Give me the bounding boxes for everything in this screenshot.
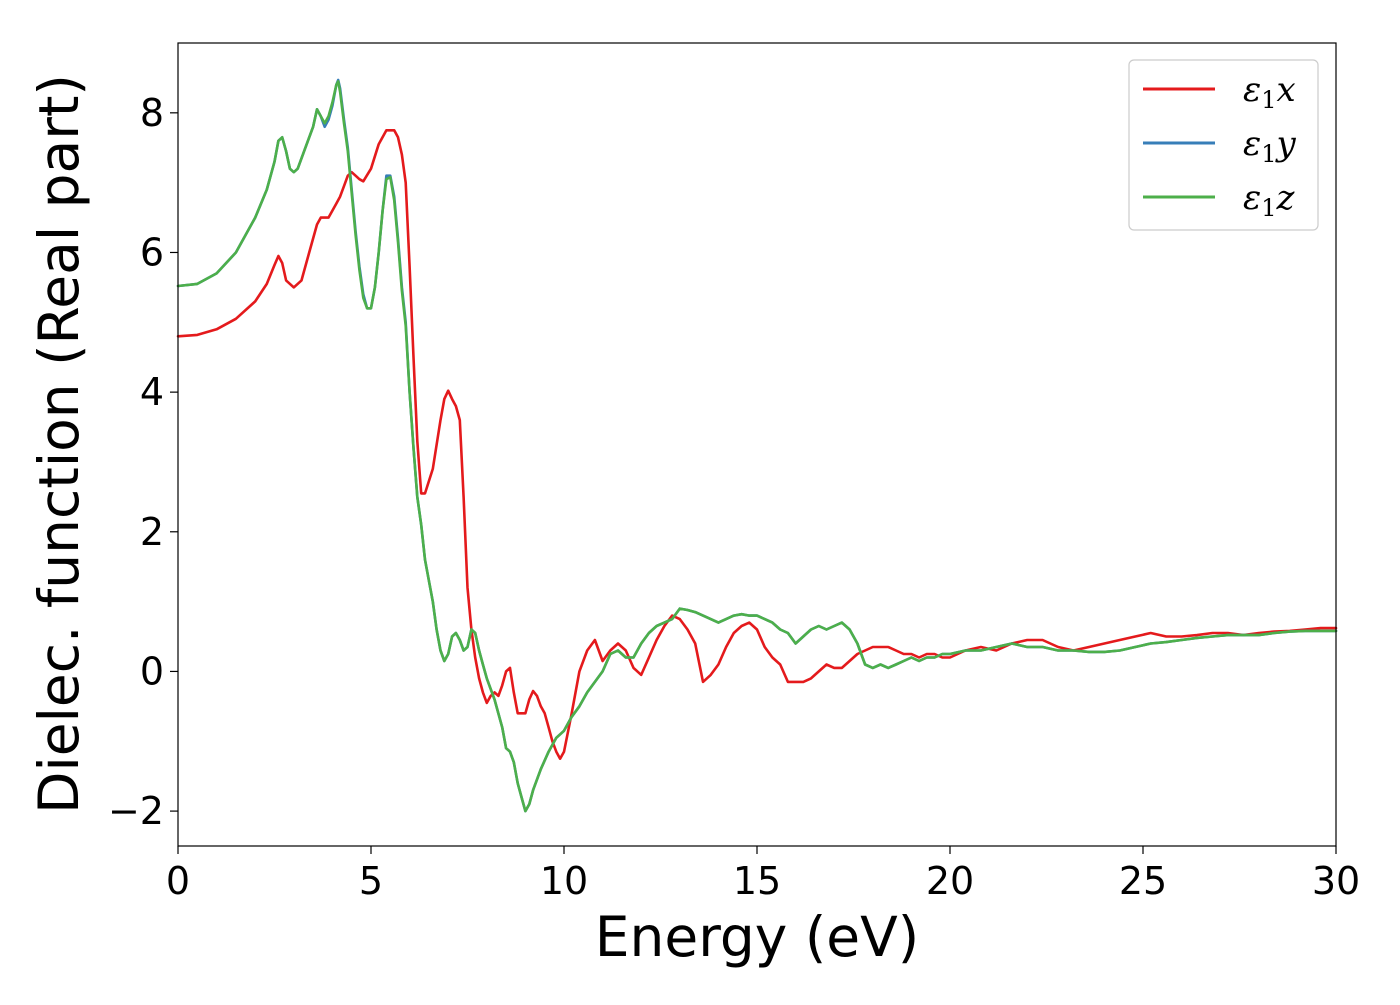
y-tick-label: 0 [140,649,164,693]
series-layer [176,78,1338,813]
legend-label: ε1y [1243,124,1297,168]
x-axis-title: Energy (eV) [595,905,919,969]
y-tick-label: −2 [108,789,164,833]
x-tick-label: 30 [1312,859,1360,903]
y-axis-title: Dielec. function (Real part) [27,74,91,814]
y-axis: −2 0 2 4 6 8 [108,91,178,833]
x-tick-label: 25 [1119,859,1167,903]
legend: ε1x ε1y ε1z [1128,59,1319,231]
y-tick-label: 8 [140,91,164,135]
legend-label: ε1x [1243,70,1296,114]
x-tick-label: 15 [733,859,781,903]
x-tick-label: 20 [926,859,974,903]
legend-label: ε1z [1243,178,1296,222]
x-axis: 0 5 10 15 20 25 30 [166,846,1360,903]
legend-box [1128,59,1319,231]
series-line-z [176,80,1338,813]
x-tick-label: 10 [540,859,588,903]
y-tick-label: 6 [140,230,164,274]
x-tick-label: 0 [166,859,190,903]
x-tick-label: 5 [359,859,383,903]
y-tick-label: 4 [140,370,164,414]
y-tick-label: 2 [140,510,164,554]
